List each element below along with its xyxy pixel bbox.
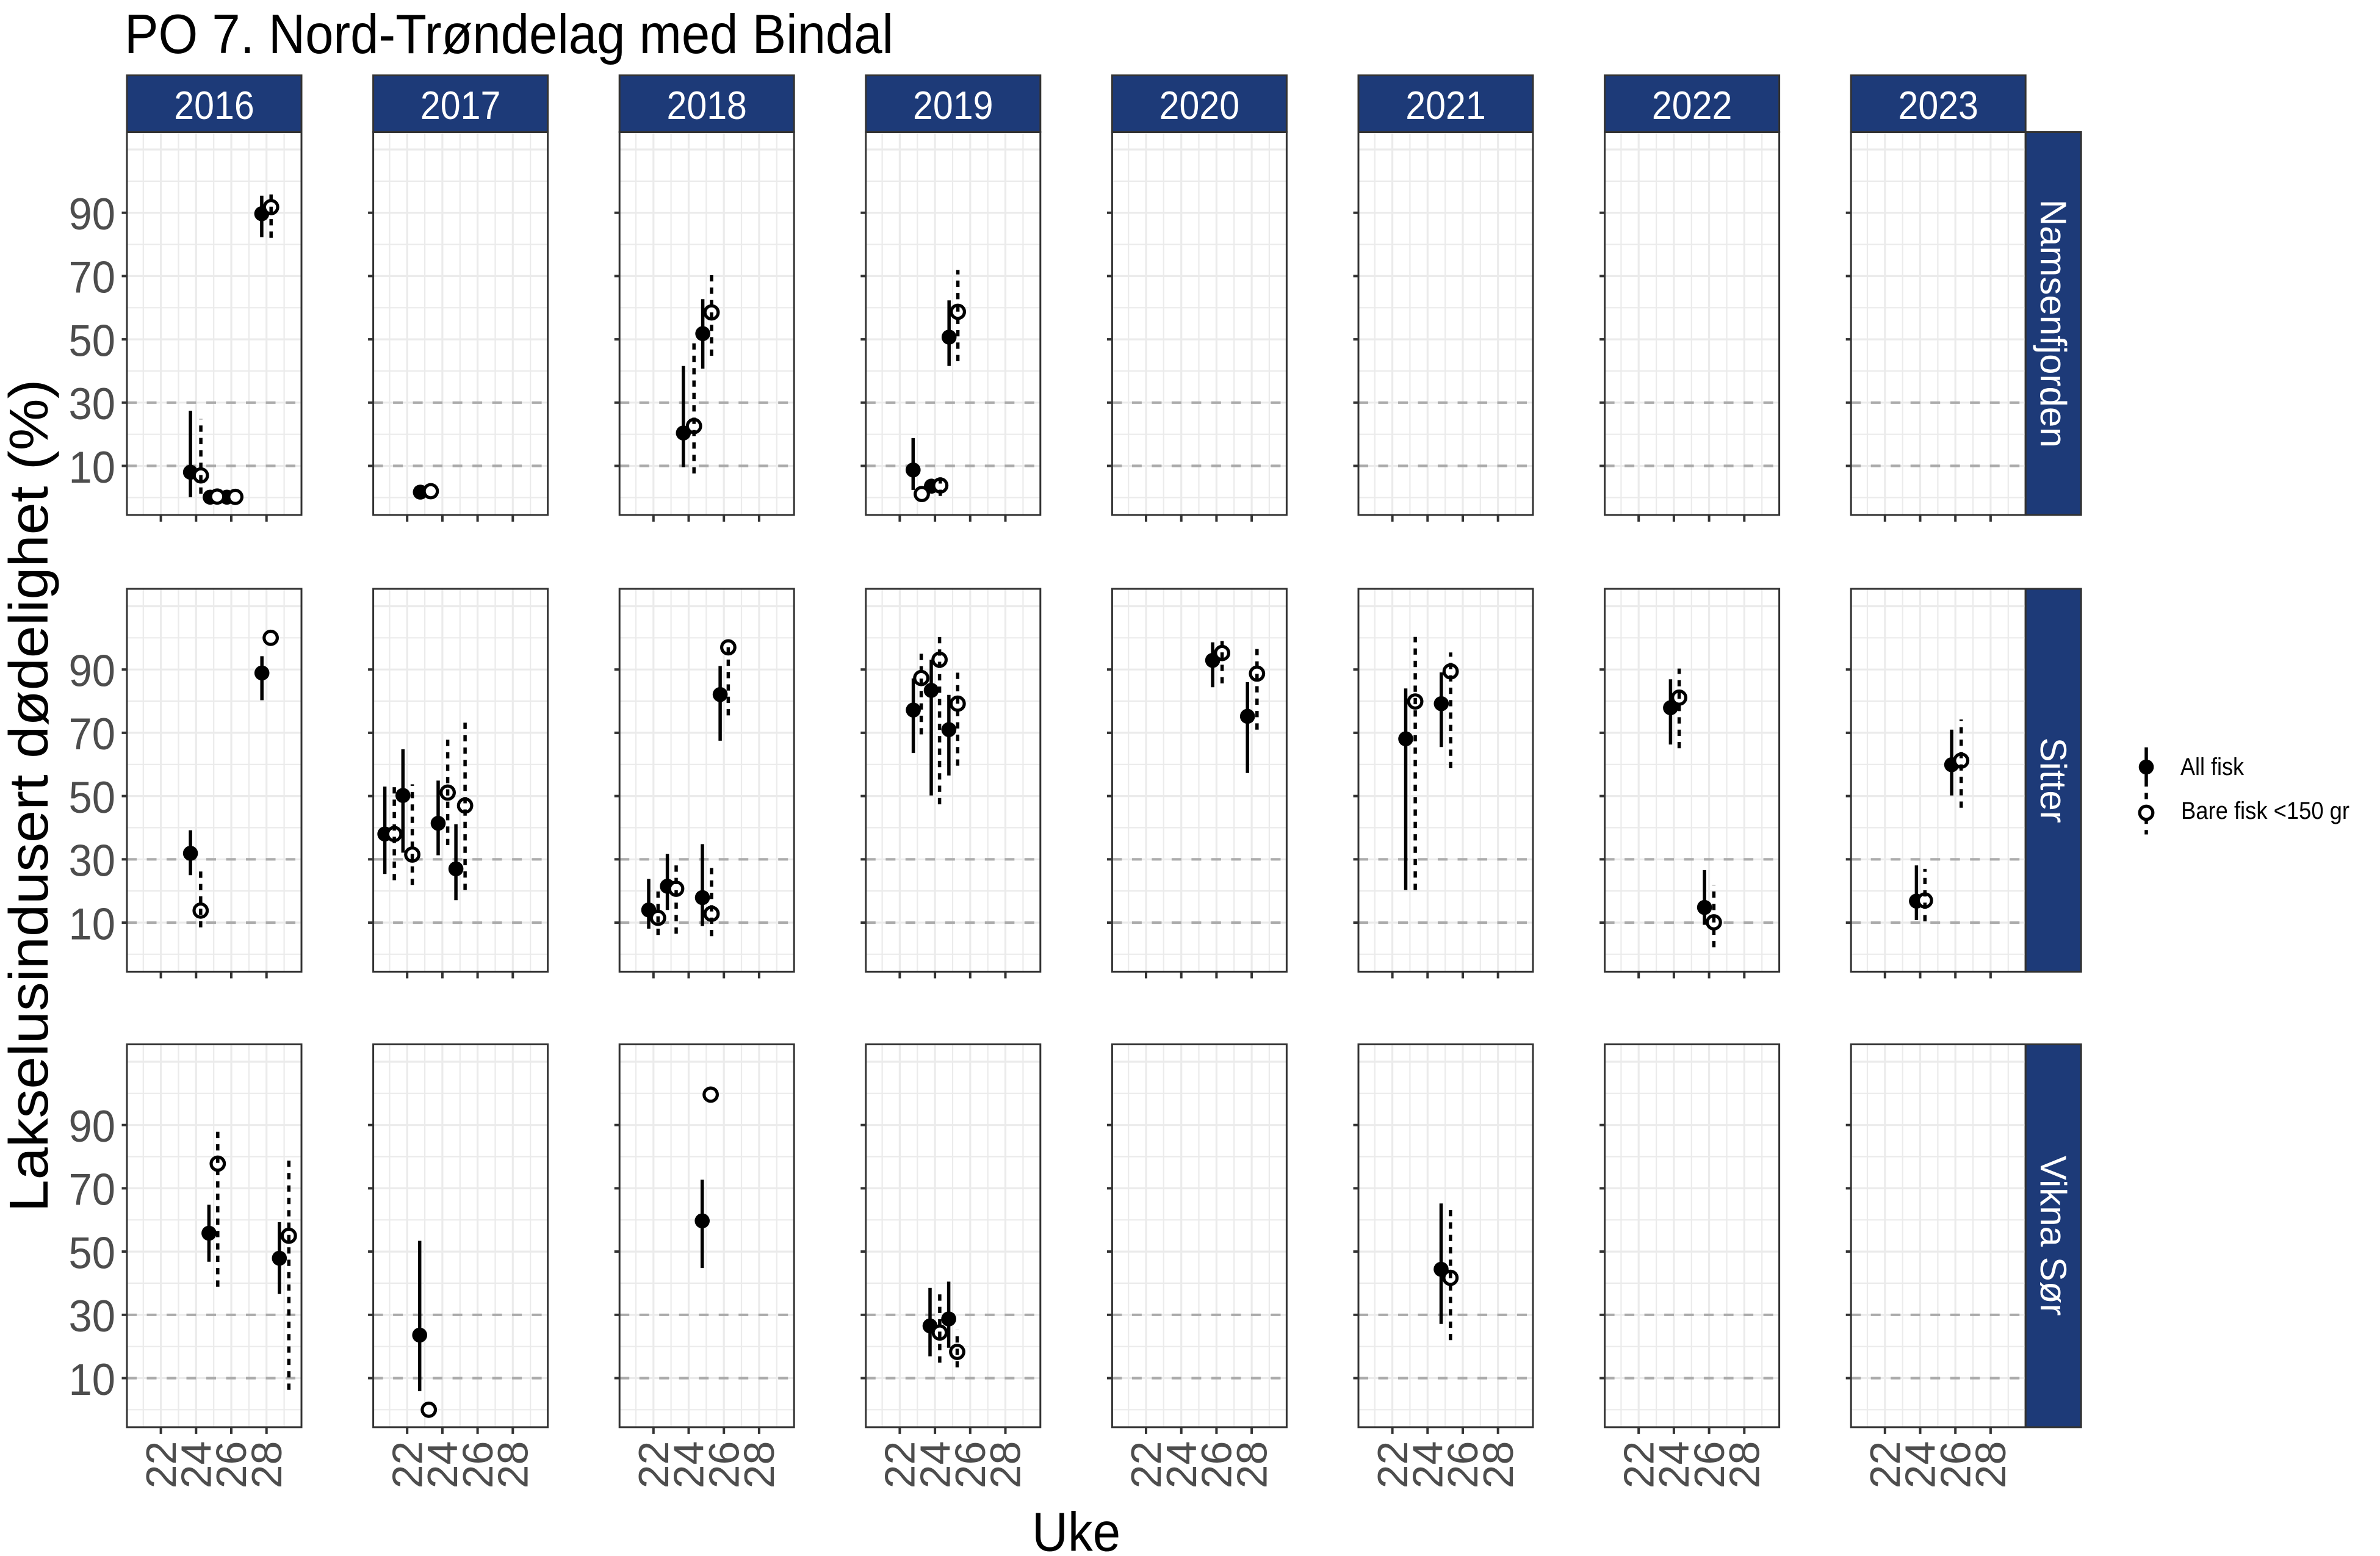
svg-text:24: 24: [665, 1441, 713, 1489]
svg-text:2021: 2021: [1405, 83, 1486, 128]
svg-text:22: 22: [1369, 1441, 1416, 1489]
svg-text:28: 28: [1228, 1441, 1275, 1489]
svg-text:22: 22: [383, 1441, 431, 1489]
svg-text:50: 50: [69, 315, 116, 366]
svg-text:90: 90: [69, 1101, 116, 1151]
svg-text:2017: 2017: [420, 83, 501, 128]
svg-text:26: 26: [700, 1441, 748, 1489]
svg-text:26: 26: [1439, 1441, 1487, 1489]
svg-text:70: 70: [69, 252, 116, 303]
svg-text:28: 28: [243, 1441, 290, 1489]
svg-text:24: 24: [1650, 1441, 1698, 1489]
svg-text:24: 24: [1158, 1441, 1205, 1489]
svg-text:26: 26: [1193, 1441, 1241, 1489]
svg-text:28: 28: [982, 1441, 1030, 1489]
svg-text:90: 90: [69, 189, 116, 239]
svg-text:Uke: Uke: [1032, 1502, 1120, 1556]
svg-text:2016: 2016: [174, 83, 254, 128]
svg-text:30: 30: [69, 835, 116, 886]
svg-text:10: 10: [69, 442, 116, 492]
svg-text:2023: 2023: [1898, 83, 1978, 128]
svg-text:22: 22: [1615, 1441, 1662, 1489]
svg-text:All fisk: All fisk: [2180, 754, 2245, 780]
svg-text:26: 26: [947, 1441, 994, 1489]
svg-text:26: 26: [454, 1441, 502, 1489]
svg-text:70: 70: [69, 708, 116, 759]
svg-text:22: 22: [630, 1441, 677, 1489]
svg-text:50: 50: [69, 1227, 116, 1278]
svg-text:Sitter: Sitter: [2033, 738, 2074, 823]
svg-text:10: 10: [69, 1354, 116, 1405]
svg-text:28: 28: [1474, 1441, 1522, 1489]
svg-text:22: 22: [1122, 1441, 1170, 1489]
svg-text:28: 28: [1721, 1441, 1769, 1489]
svg-text:2022: 2022: [1652, 83, 1733, 128]
svg-text:Bare fisk <150 gr: Bare fisk <150 gr: [2181, 798, 2349, 824]
svg-text:28: 28: [735, 1441, 783, 1489]
svg-text:24: 24: [419, 1441, 466, 1489]
svg-text:30: 30: [69, 1291, 116, 1341]
svg-text:24: 24: [1404, 1441, 1452, 1489]
svg-text:24: 24: [1897, 1441, 1944, 1489]
svg-text:28: 28: [1967, 1441, 2014, 1489]
svg-text:22: 22: [876, 1441, 924, 1489]
svg-text:24: 24: [911, 1441, 959, 1489]
svg-text:Namsenfjorden: Namsenfjorden: [2033, 200, 2074, 448]
svg-text:PO 7. Nord-Trøndelag med Binda: PO 7. Nord-Trøndelag med Bindal: [124, 4, 893, 65]
svg-text:26: 26: [207, 1441, 255, 1489]
svg-text:70: 70: [69, 1164, 116, 1215]
svg-text:2018: 2018: [666, 83, 747, 128]
svg-text:2019: 2019: [913, 83, 993, 128]
svg-text:30: 30: [69, 378, 116, 429]
svg-text:26: 26: [1686, 1441, 1733, 1489]
svg-text:22: 22: [137, 1441, 185, 1489]
svg-text:10: 10: [69, 898, 116, 949]
svg-text:22: 22: [1861, 1441, 1909, 1489]
svg-text:2020: 2020: [1159, 83, 1240, 128]
svg-text:28: 28: [489, 1441, 537, 1489]
svg-text:26: 26: [1931, 1441, 1979, 1489]
svg-text:90: 90: [69, 646, 116, 696]
svg-text:Lakselusindusert dødelighet (%: Lakselusindusert dødelighet (%): [0, 380, 60, 1212]
svg-text:50: 50: [69, 772, 116, 823]
svg-text:24: 24: [173, 1441, 220, 1489]
svg-text:Vikna Sør: Vikna Sør: [2033, 1156, 2074, 1316]
